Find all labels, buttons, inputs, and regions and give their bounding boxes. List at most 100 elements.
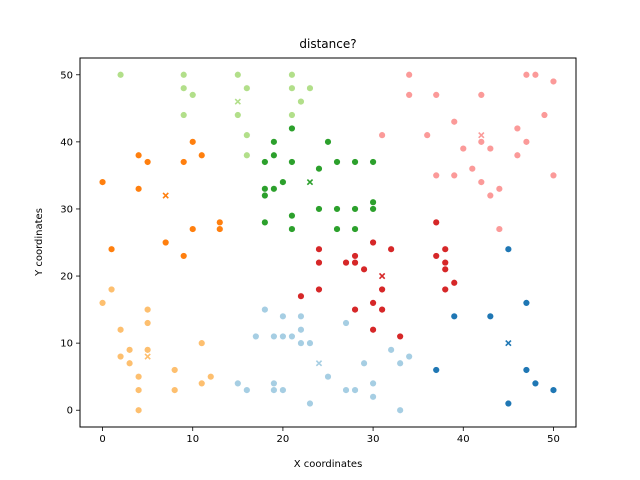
data-point bbox=[134, 151, 143, 159]
data-point bbox=[288, 111, 296, 119]
data-point bbox=[315, 285, 323, 294]
data-point bbox=[134, 185, 143, 193]
data-point bbox=[324, 372, 332, 381]
cluster-center-marker bbox=[234, 98, 241, 105]
data-point bbox=[405, 71, 413, 79]
data-point bbox=[342, 258, 350, 267]
data-point bbox=[351, 252, 359, 260]
data-point bbox=[261, 191, 269, 200]
data-point bbox=[261, 218, 269, 227]
data-point bbox=[333, 225, 341, 233]
data-point bbox=[351, 205, 359, 213]
data-point bbox=[369, 158, 377, 166]
data-point bbox=[180, 71, 188, 79]
data-point bbox=[143, 158, 152, 166]
data-point bbox=[297, 326, 305, 334]
data-point bbox=[288, 225, 296, 233]
data-point bbox=[270, 386, 278, 394]
data-point bbox=[333, 205, 341, 213]
data-point bbox=[549, 386, 558, 394]
data-point bbox=[234, 111, 242, 119]
data-point bbox=[243, 151, 251, 159]
data-point bbox=[351, 258, 359, 267]
y-axis-label: Y coordinates bbox=[34, 208, 45, 277]
data-point bbox=[243, 131, 251, 139]
cluster-center-marker bbox=[505, 339, 512, 347]
y-axis-ticks: 0 10 20 30 40 50 bbox=[60, 70, 80, 417]
data-point bbox=[116, 326, 125, 334]
data-point bbox=[180, 84, 188, 92]
data-point bbox=[441, 285, 449, 294]
data-point bbox=[143, 319, 152, 327]
data-point bbox=[116, 352, 125, 361]
data-point bbox=[522, 299, 531, 307]
data-point bbox=[504, 399, 513, 408]
data-point bbox=[396, 332, 404, 341]
data-point bbox=[189, 225, 197, 233]
data-point bbox=[369, 198, 377, 206]
data-point bbox=[270, 151, 278, 159]
y-tick-label: 10 bbox=[60, 339, 73, 350]
data-point bbox=[288, 211, 296, 220]
data-point bbox=[504, 245, 513, 253]
data-point bbox=[486, 312, 495, 320]
data-point bbox=[549, 77, 558, 86]
data-point bbox=[270, 138, 278, 146]
cluster-center-marker bbox=[144, 353, 151, 360]
data-point bbox=[279, 178, 287, 186]
data-point bbox=[207, 372, 215, 381]
data-point bbox=[369, 379, 377, 388]
data-point bbox=[441, 245, 449, 253]
chart-title: distance? bbox=[299, 37, 356, 51]
data-point bbox=[143, 346, 152, 354]
data-point bbox=[432, 171, 440, 180]
cluster-center-marker bbox=[478, 131, 485, 139]
data-point bbox=[405, 91, 413, 99]
data-point bbox=[306, 339, 314, 347]
data-point bbox=[125, 346, 134, 354]
data-point bbox=[513, 124, 522, 133]
data-point bbox=[116, 71, 125, 79]
cluster-center-marker bbox=[378, 272, 386, 280]
data-point bbox=[432, 252, 440, 260]
data-point bbox=[531, 71, 540, 79]
data-point bbox=[180, 252, 188, 260]
data-point bbox=[387, 245, 395, 253]
data-point bbox=[234, 379, 242, 388]
data-point bbox=[180, 158, 188, 166]
x-tick-label: 40 bbox=[457, 434, 470, 445]
data-point bbox=[288, 158, 296, 166]
data-point bbox=[486, 191, 495, 200]
x-tick-label: 10 bbox=[186, 434, 199, 445]
data-point bbox=[315, 245, 323, 253]
data-point bbox=[270, 185, 278, 193]
data-point bbox=[243, 84, 251, 92]
data-point bbox=[216, 225, 224, 233]
y-tick-label: 40 bbox=[60, 137, 73, 148]
data-point bbox=[549, 171, 558, 180]
data-point bbox=[369, 393, 377, 401]
data-point bbox=[180, 111, 188, 119]
data-point bbox=[360, 359, 368, 367]
data-point bbox=[270, 332, 278, 341]
data-point bbox=[261, 305, 269, 314]
data-point bbox=[468, 165, 476, 173]
data-point bbox=[288, 124, 296, 133]
x-tick-label: 20 bbox=[277, 434, 290, 445]
x-axis-label: X coordinates bbox=[294, 459, 363, 470]
x-tick-label: 50 bbox=[547, 434, 560, 445]
cluster-center-marker bbox=[162, 192, 169, 199]
data-point bbox=[324, 138, 332, 146]
data-point bbox=[125, 359, 134, 367]
data-point bbox=[279, 312, 287, 320]
data-point bbox=[143, 305, 152, 314]
x-axis-ticks: 0 10 20 30 40 50 bbox=[99, 427, 560, 445]
data-point bbox=[134, 406, 143, 414]
y-tick-label: 30 bbox=[60, 204, 73, 215]
data-point bbox=[261, 185, 269, 193]
data-point bbox=[378, 131, 386, 139]
data-point bbox=[297, 292, 305, 300]
data-point bbox=[369, 326, 377, 334]
data-point bbox=[450, 279, 458, 287]
